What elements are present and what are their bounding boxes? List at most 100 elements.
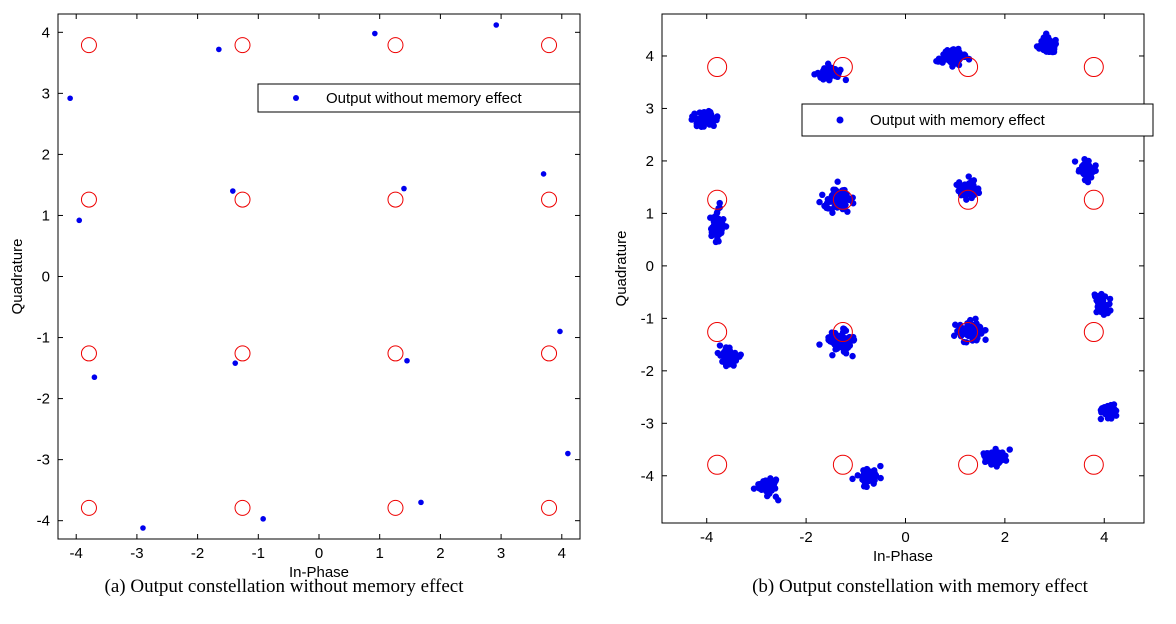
- data-point: [831, 329, 839, 337]
- data-point: [772, 476, 780, 483]
- data-point: [827, 338, 834, 345]
- output-points-a: [67, 22, 571, 531]
- data-point: [867, 472, 874, 479]
- reference-point: [387, 499, 404, 516]
- data-point: [818, 71, 825, 79]
- data-point: [1071, 158, 1079, 165]
- data-point: [981, 452, 988, 459]
- data-point: [964, 329, 971, 337]
- reference-point: [707, 56, 728, 77]
- reference-point: [1083, 321, 1104, 342]
- plot-frame-b: [661, 13, 1145, 524]
- data-point: [1107, 307, 1114, 314]
- data-point: [1092, 162, 1099, 169]
- reference-point: [1083, 56, 1104, 77]
- data-point: [230, 188, 236, 194]
- data-point: [716, 342, 724, 349]
- data-point: [404, 357, 410, 364]
- data-point: [840, 326, 847, 333]
- y-tick-label: -1: [641, 310, 654, 327]
- legend-marker-b: [836, 116, 844, 124]
- reference-point: [958, 56, 979, 77]
- data-point: [1081, 167, 1088, 174]
- data-point: [970, 182, 977, 189]
- data-point: [982, 336, 989, 343]
- data-point: [715, 238, 722, 245]
- data-point: [964, 325, 971, 332]
- legend-b: Output with memory effect: [801, 103, 1154, 137]
- data-point: [232, 360, 239, 366]
- data-point: [707, 115, 714, 122]
- y-tick-label: -3: [37, 452, 50, 469]
- reference-point: [387, 37, 404, 54]
- data-point: [877, 462, 884, 470]
- data-point: [829, 198, 837, 205]
- data-point: [713, 115, 720, 122]
- x-tick-label: 4: [558, 545, 566, 562]
- data-point: [940, 51, 947, 58]
- data-point: [1043, 39, 1050, 46]
- data-point: [775, 497, 782, 504]
- legend-marker-a: [293, 95, 299, 101]
- data-point: [996, 452, 1003, 460]
- panel-b: -4 -2 0 2 4 -4 -3 -2 -1 0 1 2 3 4 In-Phase Quadrature…: [613, 13, 1154, 597]
- data-point: [849, 475, 856, 483]
- y-tick-label: 1: [42, 207, 50, 224]
- y-tick-label: 3: [42, 85, 50, 102]
- data-point: [834, 178, 841, 185]
- data-point: [694, 119, 701, 126]
- legend-label-b: Output with memory effect: [870, 112, 1046, 129]
- data-point: [216, 46, 222, 53]
- x-tick-label: -4: [700, 529, 713, 546]
- data-point: [715, 225, 723, 232]
- y-tick-label: -4: [37, 513, 50, 530]
- data-point: [260, 516, 266, 522]
- y-tick-label: 2: [646, 153, 654, 170]
- reference-point: [80, 499, 97, 516]
- x-tick-label: -2: [799, 529, 812, 546]
- reference-point: [707, 189, 728, 210]
- x-tick-label: -4: [70, 545, 83, 562]
- y-axis-label-a: Quadrature: [9, 239, 26, 315]
- data-point: [1085, 157, 1092, 165]
- x-tick-label: -1: [252, 545, 265, 562]
- caption-b: (b) Output constellation with memory eff…: [752, 576, 1088, 597]
- reference-point: [234, 345, 251, 362]
- x-axis-label-b: In-Phase: [873, 548, 933, 565]
- data-point: [724, 354, 731, 362]
- x-tick-label: 0: [315, 545, 323, 562]
- data-point: [1106, 300, 1113, 308]
- data-point: [750, 485, 758, 492]
- x-tick-label: 2: [436, 545, 444, 562]
- data-point: [974, 186, 982, 193]
- data-point: [730, 362, 737, 369]
- y-tick-label: 0: [646, 258, 654, 275]
- data-point: [714, 349, 721, 357]
- data-point: [849, 352, 856, 360]
- data-point: [964, 183, 971, 191]
- data-point: [729, 354, 736, 361]
- data-point: [91, 374, 98, 381]
- data-point: [762, 477, 769, 484]
- legend-label-a: Output without memory effect: [326, 90, 522, 107]
- x-tick-label: 2: [1001, 529, 1009, 546]
- panel-a: -4 -3 -2 -1 0 1 2 3 4 -4 -3 -2 -1 0 1 2 3 4 In-Phase Quad…: [9, 13, 581, 597]
- reference-point: [541, 191, 558, 208]
- reference-point: [234, 37, 251, 54]
- data-point: [850, 337, 857, 344]
- data-point: [756, 480, 764, 488]
- y-axis-label-b: Quadrature: [613, 231, 630, 307]
- reference-point: [80, 191, 97, 208]
- x-tick-label: 4: [1100, 529, 1108, 546]
- legend-a: Output without memory effect: [257, 83, 581, 113]
- x-tick-label: 3: [497, 545, 505, 562]
- data-point: [969, 330, 977, 337]
- data-point: [1097, 305, 1104, 312]
- data-point: [870, 480, 877, 487]
- data-point: [828, 206, 835, 213]
- output-points-b: [688, 30, 1120, 504]
- data-point: [767, 477, 774, 484]
- x-tick-label: -3: [130, 545, 143, 562]
- data-point: [540, 171, 547, 177]
- reference-point: [707, 321, 728, 342]
